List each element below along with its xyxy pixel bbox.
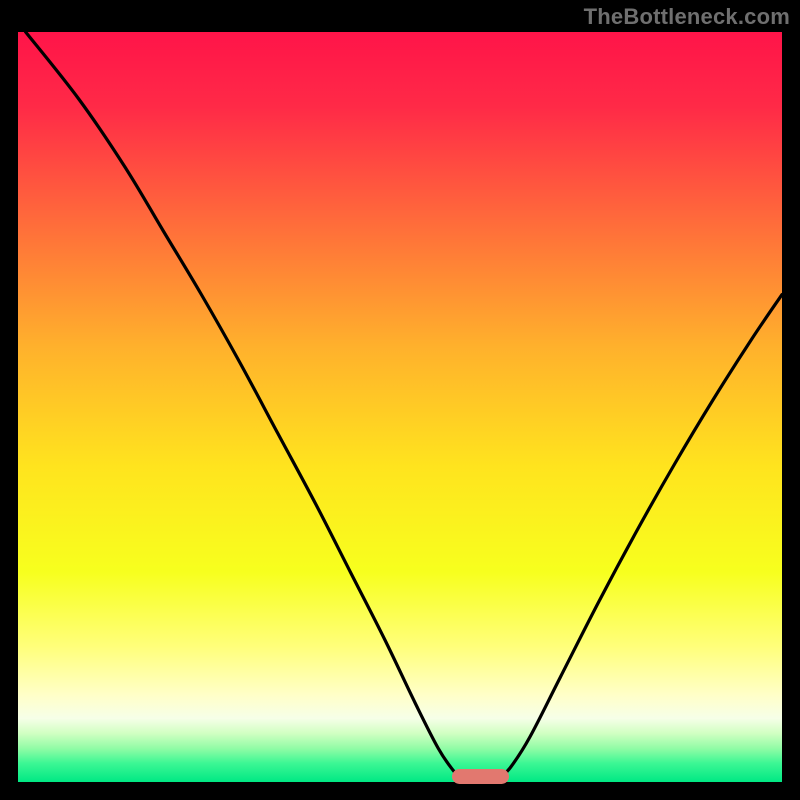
optimal-marker	[452, 769, 509, 784]
right-curve	[499, 295, 782, 779]
plot-area	[18, 32, 782, 782]
chart-frame: TheBottleneck.com	[0, 0, 800, 800]
bottleneck-curve	[18, 32, 782, 782]
left-curve	[26, 32, 461, 778]
watermark-text: TheBottleneck.com	[584, 4, 790, 30]
